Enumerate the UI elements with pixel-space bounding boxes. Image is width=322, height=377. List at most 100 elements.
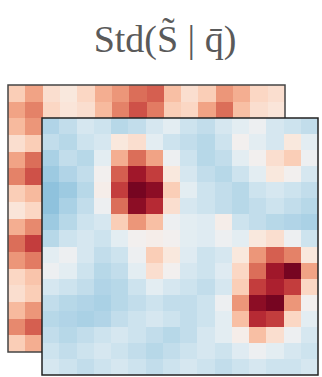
heatmap-cell xyxy=(77,343,95,360)
heatmap-cell xyxy=(8,219,26,236)
heatmap-cell xyxy=(146,311,164,328)
heatmap-cell xyxy=(77,166,95,183)
heatmap-cell xyxy=(25,185,43,202)
heatmap-cell xyxy=(77,311,95,328)
heatmap-cell xyxy=(215,198,233,215)
heatmap-cell xyxy=(94,263,112,280)
heatmap-cell xyxy=(233,85,251,102)
heatmap-cell xyxy=(112,102,130,119)
heatmap-cell xyxy=(77,150,95,167)
heatmap-cell xyxy=(266,166,284,183)
heatmap-cell xyxy=(249,327,267,344)
heatmap-cell xyxy=(8,269,26,286)
heatmap-cell xyxy=(284,311,302,328)
heatmap-cell xyxy=(77,118,95,135)
heatmap-cell xyxy=(215,134,233,151)
heatmap-cell xyxy=(42,230,60,247)
heatmap-cell xyxy=(249,359,267,375)
heatmap-cell xyxy=(42,263,60,280)
heatmap-cell xyxy=(233,102,251,119)
heatmap-cell xyxy=(163,295,181,312)
heatmap-cell xyxy=(216,102,234,119)
heatmap-cell xyxy=(77,85,95,102)
heatmap-cell xyxy=(59,150,77,167)
heatmap-cell xyxy=(215,118,233,135)
heatmap-cell xyxy=(25,235,43,252)
heatmap-cell xyxy=(266,295,284,312)
heatmap-cell xyxy=(59,166,77,183)
heatmap-cell xyxy=(112,135,130,152)
heatmap-cell xyxy=(8,102,26,119)
heatmap-cell xyxy=(111,198,129,215)
heatmap-cell xyxy=(250,85,268,102)
heatmap-cell xyxy=(59,359,77,375)
heatmap-cell xyxy=(301,247,318,264)
heatmap-cell xyxy=(111,214,129,231)
heatmap-cell xyxy=(146,327,164,344)
heatmap-cell xyxy=(284,327,302,344)
heatmap-cell xyxy=(129,85,147,102)
heatmap-cell xyxy=(180,182,198,199)
heatmap-cell xyxy=(198,85,216,102)
heatmap-cell xyxy=(111,118,129,135)
heatmap-cell xyxy=(163,247,181,264)
heatmap-cell xyxy=(301,343,318,360)
heatmap-cell xyxy=(128,263,146,280)
heatmap-cell xyxy=(284,182,302,199)
heatmap-cell xyxy=(146,198,164,215)
heatmap-cell xyxy=(77,182,95,199)
heatmap-cell xyxy=(180,214,198,231)
heatmap-cell xyxy=(94,311,112,328)
heatmap-cell xyxy=(180,327,198,344)
heatmap-cell xyxy=(266,327,284,344)
heatmap-cell xyxy=(232,230,250,247)
heatmap-cell xyxy=(95,118,113,135)
heatmap-cell xyxy=(77,134,95,151)
heatmap-cell xyxy=(163,150,181,167)
heatmap-cell xyxy=(180,118,198,135)
heatmap-cell xyxy=(197,279,215,296)
heatmap-cell xyxy=(42,327,60,344)
heatmap-cell xyxy=(301,198,318,215)
heatmap-cell xyxy=(284,295,302,312)
heatmap-cell xyxy=(77,247,95,264)
heatmap-cell xyxy=(94,166,112,183)
heatmap-cell xyxy=(94,295,112,312)
heatmap-cell xyxy=(164,102,182,119)
heatmap-cell xyxy=(249,230,267,247)
heatmap-cell xyxy=(232,134,250,151)
heatmap-cell xyxy=(8,319,26,336)
heatmap-cell xyxy=(111,134,129,151)
heatmap-cell xyxy=(42,343,60,360)
heatmap-cell xyxy=(77,214,95,231)
heatmap-cell xyxy=(268,85,285,102)
heatmap-cell xyxy=(284,214,302,231)
heatmap-cell xyxy=(266,150,284,167)
heatmap-cell xyxy=(249,166,267,183)
title: Std(S̃ | q̄) xyxy=(94,18,237,61)
heatmap-cell xyxy=(128,214,146,231)
heatmap-cell xyxy=(249,118,267,135)
heatmap-cell xyxy=(77,135,95,152)
heatmap-cell xyxy=(42,311,60,328)
heatmap-cell xyxy=(8,152,26,169)
heatmap-cell xyxy=(129,118,147,135)
heatmap-cell xyxy=(43,102,61,119)
heatmap-cell xyxy=(25,319,43,336)
heatmap-cell xyxy=(25,152,43,169)
heatmap-cell xyxy=(197,311,215,328)
heatmap-cell xyxy=(128,359,146,375)
heatmap-cell xyxy=(164,85,182,102)
heatmap-cell xyxy=(197,118,215,135)
heatmap-cell xyxy=(59,198,77,215)
heatmap-cell xyxy=(181,85,199,102)
heatmap-cell xyxy=(268,102,285,119)
heatmap-cell xyxy=(25,269,43,286)
heatmap-cell xyxy=(232,247,250,264)
heatmap-cell xyxy=(215,359,233,375)
figure: Std(S̃ | q̄) xyxy=(0,0,322,377)
heatmap-cell xyxy=(180,311,198,328)
heatmap-cell xyxy=(197,182,215,199)
heatmap-cell xyxy=(249,263,267,280)
heatmap-cell xyxy=(8,285,26,302)
